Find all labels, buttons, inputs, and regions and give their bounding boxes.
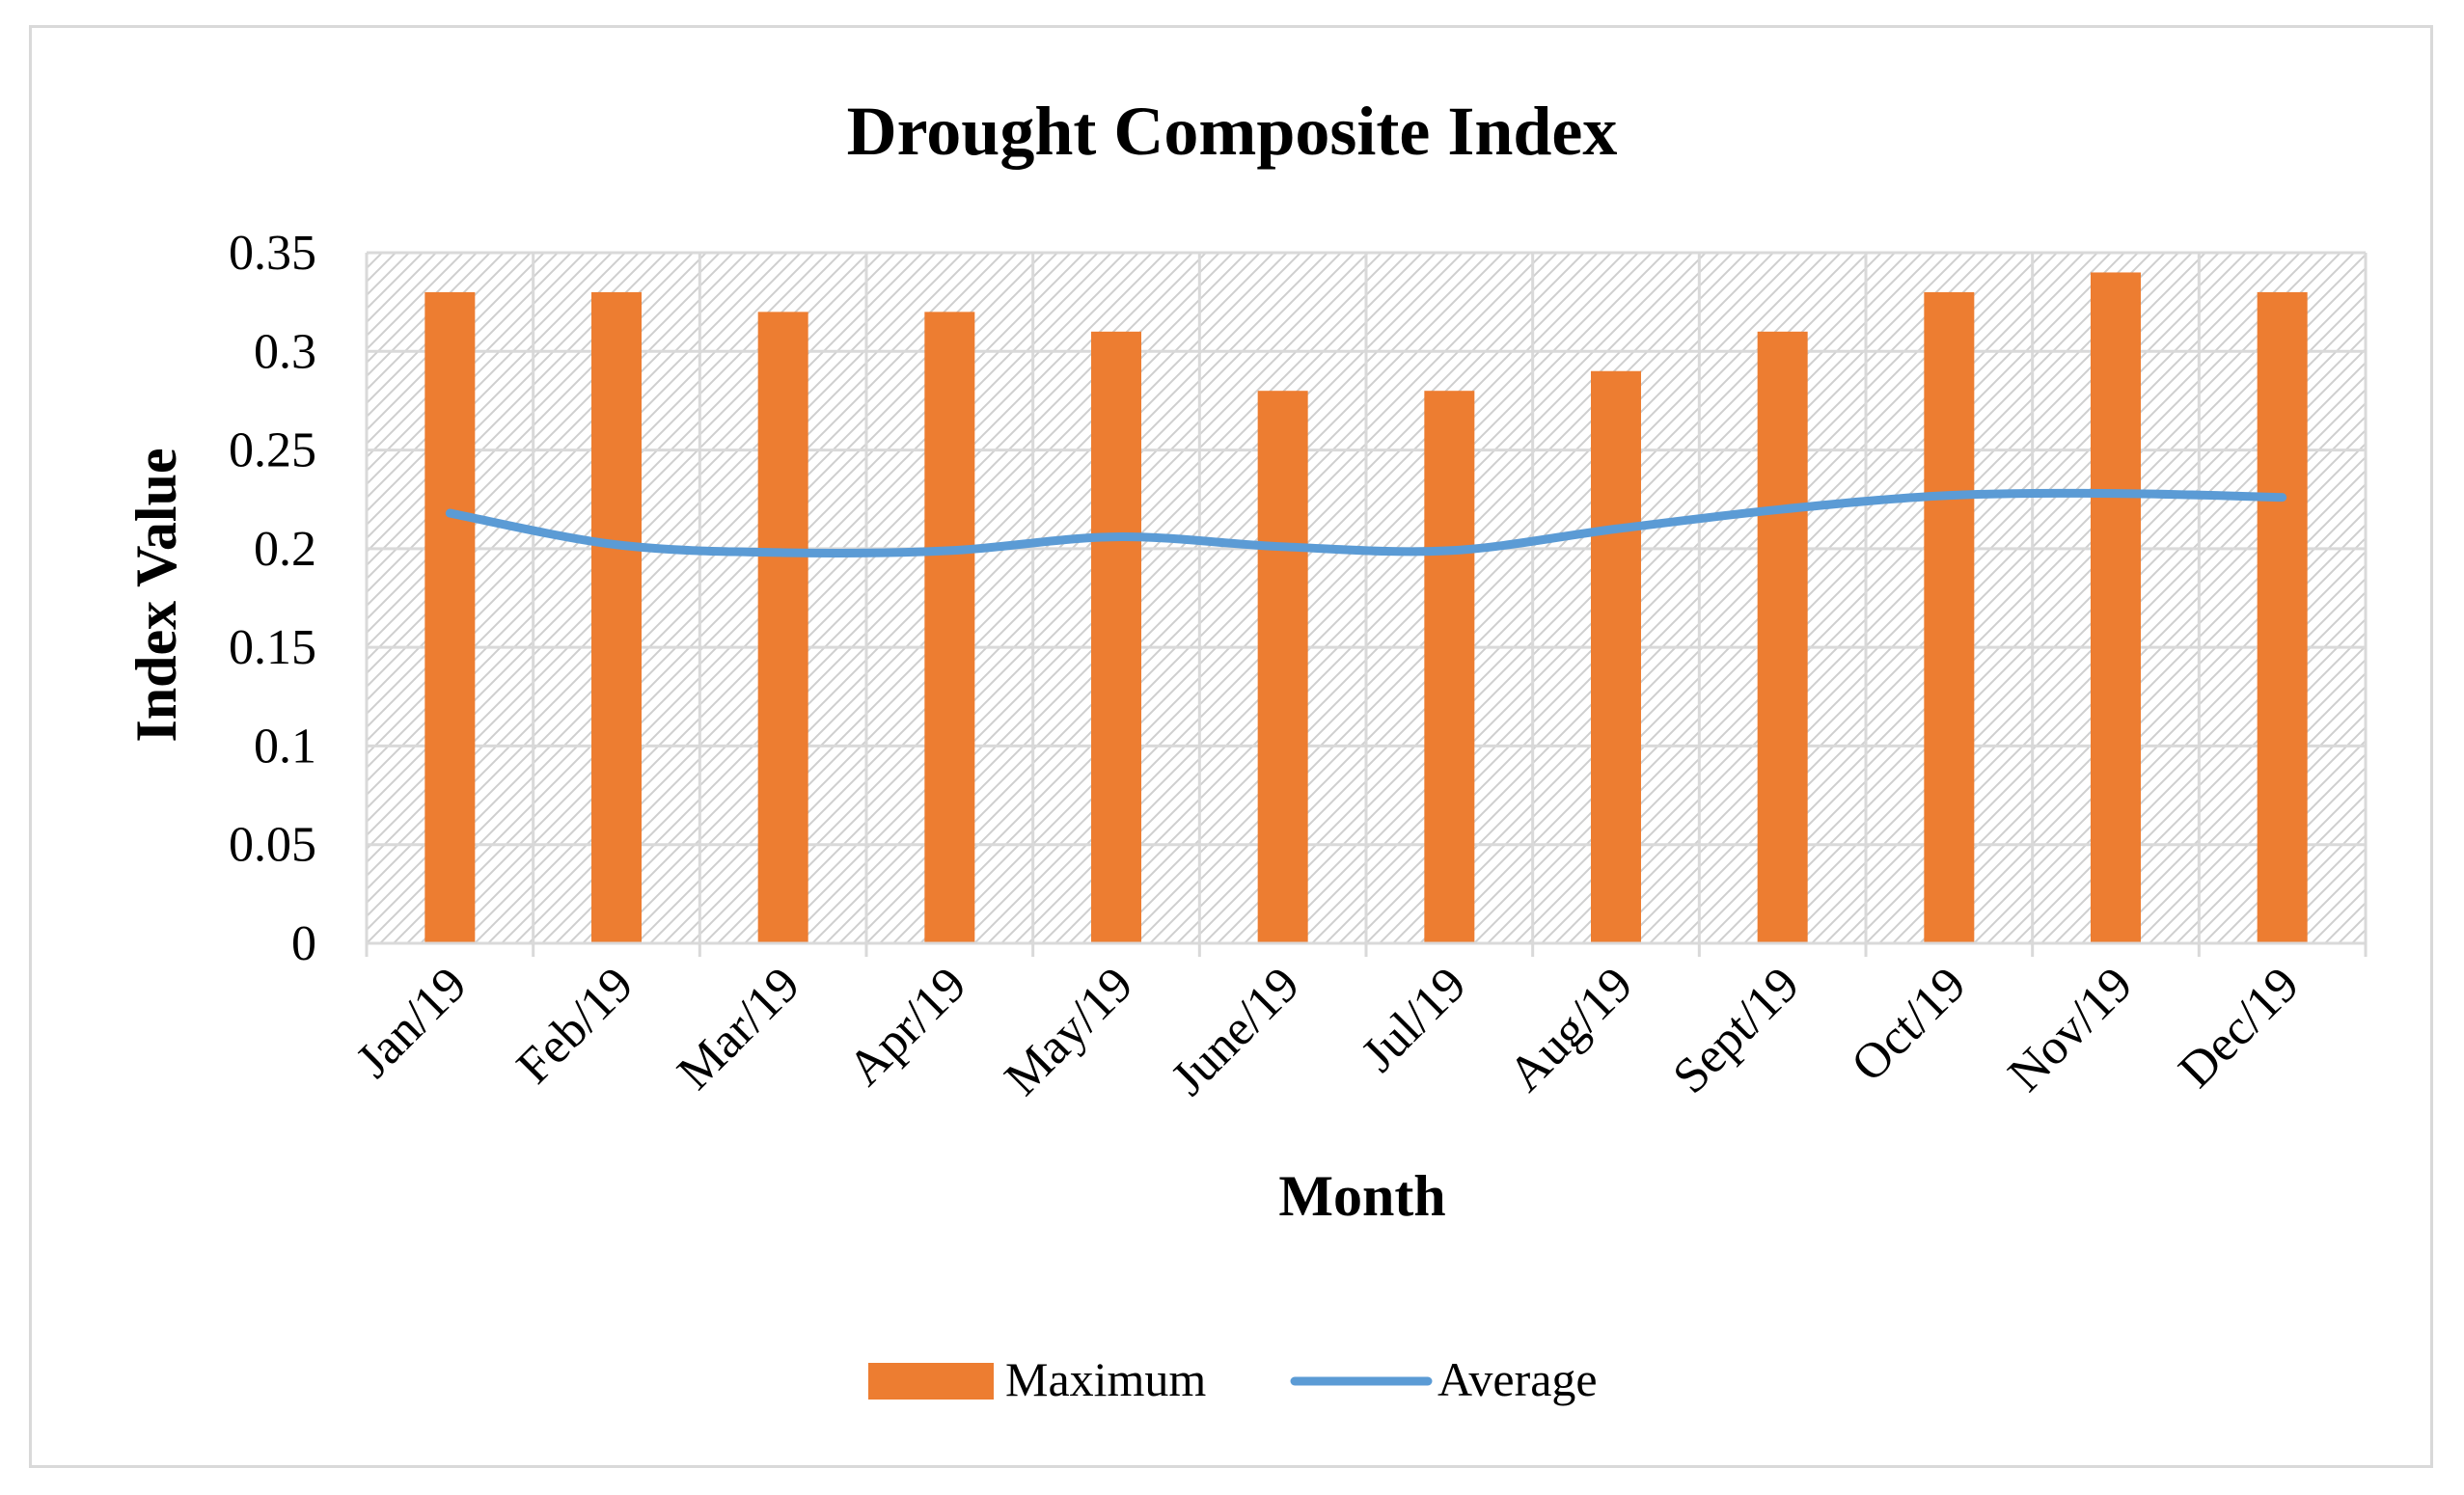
x-axis-title: Month	[1278, 1164, 1445, 1228]
x-axis	[365, 941, 2368, 957]
x-tick-label: June/19	[1161, 957, 1310, 1106]
x-axis-ticks: Jan/19 Feb/19 Mar/19 Apr/19 May/19 June/19 Jul…	[346, 957, 2311, 1106]
y-tick-label: 0.2	[254, 522, 316, 577]
bar-maximum	[2257, 291, 2308, 943]
bar-maximum	[1924, 291, 1975, 943]
bar-maximum	[1757, 331, 1808, 943]
line-series-average	[445, 488, 2287, 557]
x-tick-label: Dec/19	[2169, 957, 2310, 1098]
bar-maximum	[757, 312, 808, 943]
gridlines	[365, 251, 2368, 943]
bar-maximum	[424, 291, 476, 943]
x-tick-label: Oct/19	[1841, 957, 1976, 1092]
bar-maximum	[1257, 391, 1308, 943]
bar-series-maximum	[424, 272, 2308, 943]
chart-title: Drought Composite Index	[847, 93, 1618, 170]
y-tick-label: 0.3	[254, 324, 316, 379]
x-tick-label: Jul/19	[1352, 957, 1477, 1082]
bar-maximum	[2091, 272, 2141, 943]
x-tick-label: Nov/19	[1998, 957, 2144, 1102]
x-tick-label: Apr/19	[837, 957, 976, 1096]
x-tick-label: Jan/19	[346, 957, 478, 1088]
legend-label-maximum: Maximum	[1005, 1352, 1206, 1406]
x-tick-label: May/19	[995, 957, 1144, 1106]
bar-maximum	[1591, 370, 1641, 943]
bar-maximum	[1424, 391, 1475, 943]
bar-maximum	[1091, 331, 1141, 943]
y-tick-label: 0	[291, 916, 316, 971]
x-tick-label: Feb/19	[506, 957, 643, 1094]
legend-label-average: Average	[1437, 1352, 1598, 1406]
y-axis-title: Index Value	[124, 448, 188, 742]
bar-maximum	[924, 312, 975, 943]
y-tick-label: 0.15	[229, 620, 316, 675]
x-tick-label: Sept/19	[1662, 957, 1810, 1104]
y-tick-label: 0.1	[254, 719, 316, 774]
legend-swatch-maximum	[868, 1363, 994, 1400]
x-tick-label: Mar/19	[668, 957, 811, 1101]
bar-maximum	[591, 291, 642, 943]
x-tick-label: Aug/19	[1498, 957, 1644, 1102]
legend: Maximum Average	[868, 1352, 1598, 1406]
y-tick-label: 0.35	[229, 226, 316, 281]
y-tick-label: 0.05	[229, 818, 316, 873]
y-tick-label: 0.25	[229, 423, 316, 478]
line-average	[445, 488, 2287, 557]
y-axis-ticks: 0 0.05 0.1 0.15 0.2 0.25 0.3 0.35	[229, 226, 316, 971]
